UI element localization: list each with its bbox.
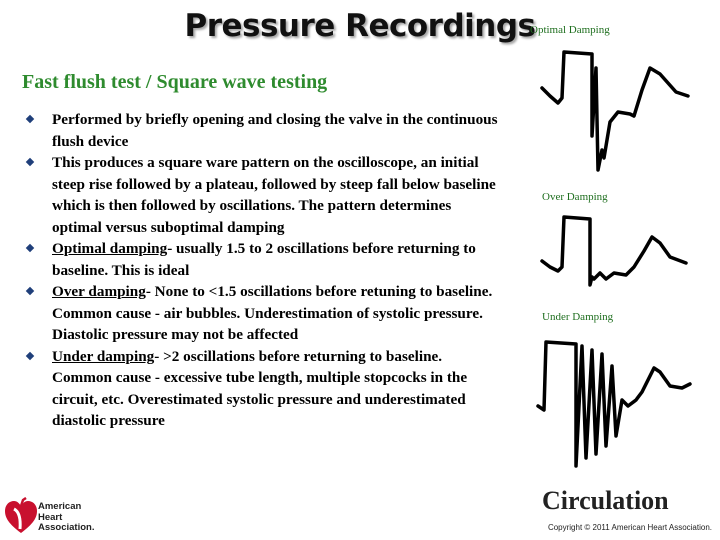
diamond-bullet-icon [25,286,35,296]
over-damping-label: Over Damping [542,191,608,203]
diamond-bullet-icon [25,157,35,167]
diamond-bullet-icon [25,243,35,253]
bullet-term: Under damping [52,347,155,365]
under-damping-waveform [536,340,692,468]
bullet-term: Over damping [52,283,146,300]
bullet-item: This produces a square ware pattern on t… [22,152,500,238]
optimal-damping-waveform [540,50,690,172]
bullet-text: - usually 1.5 to 2 oscillations before r… [52,240,476,279]
over-damping-waveform [540,215,688,287]
logo-wordmark: American Heart Association. [38,501,95,533]
slide-title: Pressure Recordings [184,8,537,44]
bullet-text: - None to <1.5 oscillations before retun… [52,283,493,343]
bullet-item: Over damping- None to <1.5 oscillations … [22,281,500,346]
diamond-bullet-icon [25,114,35,124]
bullet-list: Performed by briefly opening and closing… [22,109,500,432]
american-heart-association-logo [5,497,37,533]
optimal-damping-label: Optimal Damping [530,24,610,36]
slide-subtitle: Fast flush test / Square wave testing [22,71,328,93]
diamond-bullet-icon [25,351,35,360]
bullet-term: Optimal damping [52,240,168,257]
bullet-item: Performed by briefly opening and closing… [22,109,500,152]
journal-name: Circulation [542,486,669,515]
bullet-item: Optimal damping- usually 1.5 to 2 oscill… [22,238,500,281]
bullet-item: Under damping- >2 oscillations before re… [22,346,500,432]
bullet-text: Performed by briefly opening and closing… [52,111,498,150]
copyright-text: Copyright © 2011 American Heart Associat… [547,523,712,532]
bullet-text: - >2 oscillations before returning to ba… [52,347,468,430]
bullet-text: This produces a square ware pattern on t… [52,154,496,236]
under-damping-label: Under Damping [542,311,614,323]
